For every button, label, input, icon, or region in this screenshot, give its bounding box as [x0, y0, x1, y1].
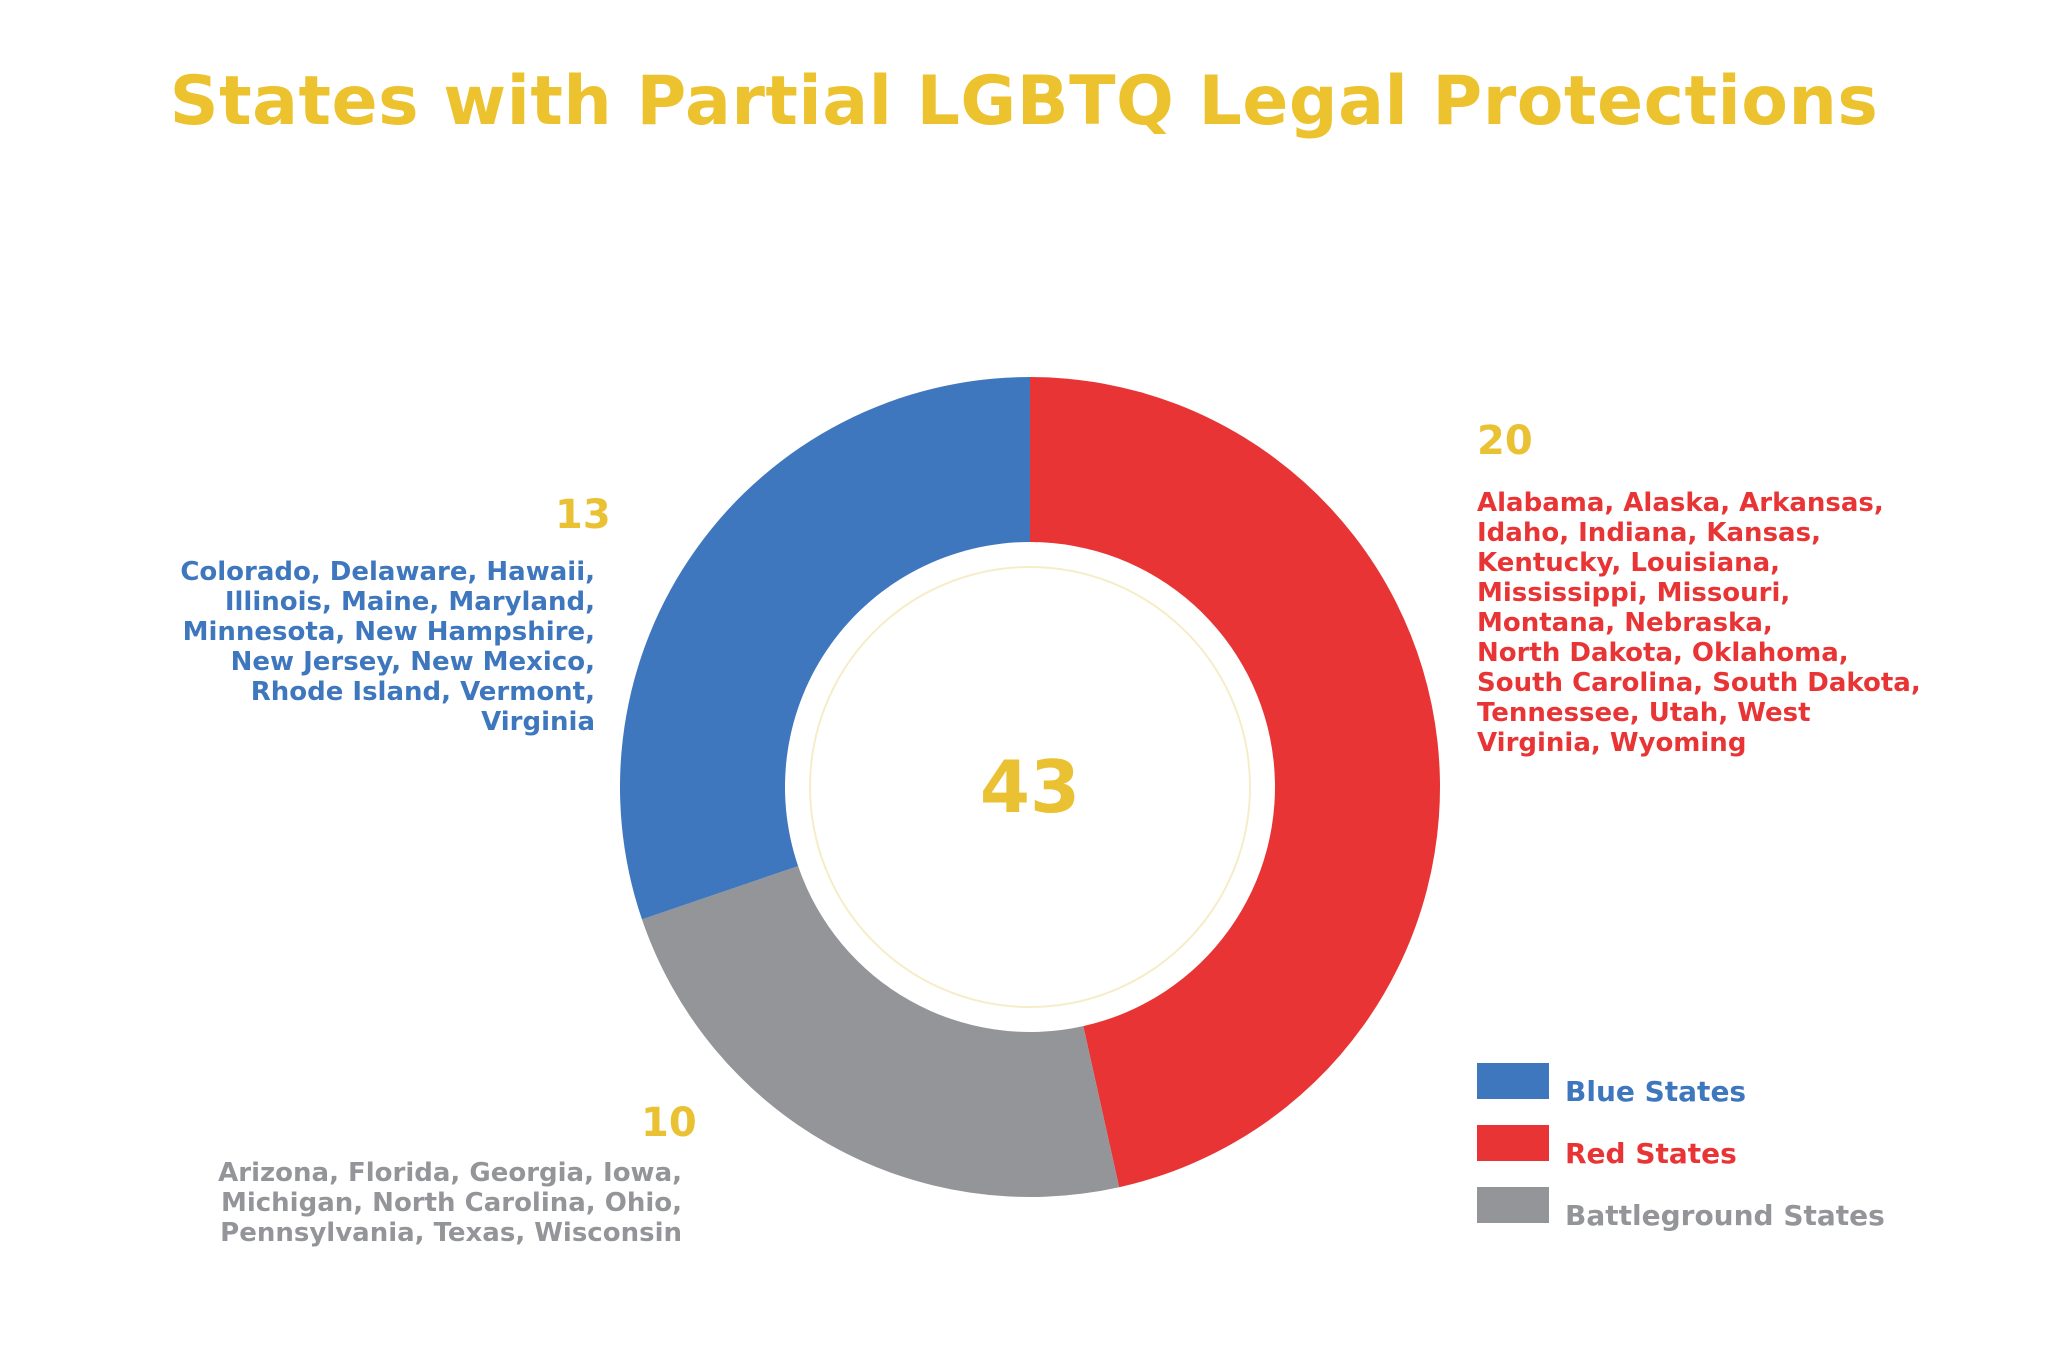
legend-swatch-blue [1477, 1063, 1549, 1099]
blue-states-line: New Jersey, New Mexico, [230, 647, 595, 677]
chart-title: States with Partial LGBTQ Legal Protecti… [169, 62, 1879, 141]
blue-states-line: Minnesota, New Hampshire, [182, 617, 595, 647]
blue-states-line: Colorado, Delaware, Hawaii, [180, 557, 595, 587]
red-states-line: Kentucky, Louisiana, [1477, 548, 1781, 578]
red-states-line: Montana, Nebraska, [1477, 608, 1773, 638]
red-states-line: Virginia, Wyoming [1477, 728, 1747, 758]
total-label: 43 [980, 745, 1080, 829]
red-states-line: Idaho, Indiana, Kansas, [1477, 518, 1821, 548]
gray-states-line: Pennsylvania, Texas, Wisconsin [220, 1218, 682, 1248]
red-states-line: Alabama, Alaska, Arkansas, [1477, 488, 1884, 518]
legend-label-red: Red States [1565, 1136, 1737, 1170]
legend-swatch-red [1477, 1125, 1549, 1161]
gray-states-line: Michigan, North Carolina, Ohio, [220, 1188, 682, 1218]
gray-states-list: Arizona, Florida, Georgia, Iowa, Michiga… [218, 1158, 682, 1248]
blue-count: 13 [555, 492, 611, 538]
red-states-list: Alabama, Alaska, Arkansas, Idaho, Indian… [1477, 488, 1921, 758]
blue-states-list: Colorado, Delaware, Hawaii, Illinois, Ma… [180, 557, 595, 737]
blue-states-line: Illinois, Maine, Maryland, [224, 587, 595, 617]
legend-item-blue: Blue States [1477, 1050, 1885, 1112]
inner-ring [809, 566, 1251, 1008]
slice-battleground [641, 866, 1120, 1197]
legend: Blue States Red States Battleground Stat… [1477, 1050, 1885, 1236]
legend-label-battleground: Battleground States [1565, 1198, 1885, 1232]
blue-states-line: Rhode Island, Vermont, [250, 677, 595, 707]
red-states-line: North Dakota, Oklahoma, [1477, 638, 1849, 668]
red-states-line: South Carolina, South Dakota, [1477, 668, 1921, 698]
gray-states-line: Arizona, Florida, Georgia, Iowa, [218, 1158, 682, 1188]
legend-item-red: Red States [1477, 1112, 1885, 1174]
legend-label-blue: Blue States [1565, 1074, 1747, 1108]
red-count: 20 [1477, 418, 1533, 464]
legend-item-battleground: Battleground States [1477, 1174, 1885, 1236]
legend-swatch-battleground [1477, 1187, 1549, 1223]
red-states-line: Mississippi, Missouri, [1477, 578, 1791, 608]
gray-count: 10 [641, 1100, 697, 1146]
red-states-line: Tennessee, Utah, West [1477, 698, 1811, 728]
blue-states-line: Virginia [481, 707, 595, 737]
slice-blue [620, 377, 1030, 920]
slice-red [1030, 377, 1440, 1188]
